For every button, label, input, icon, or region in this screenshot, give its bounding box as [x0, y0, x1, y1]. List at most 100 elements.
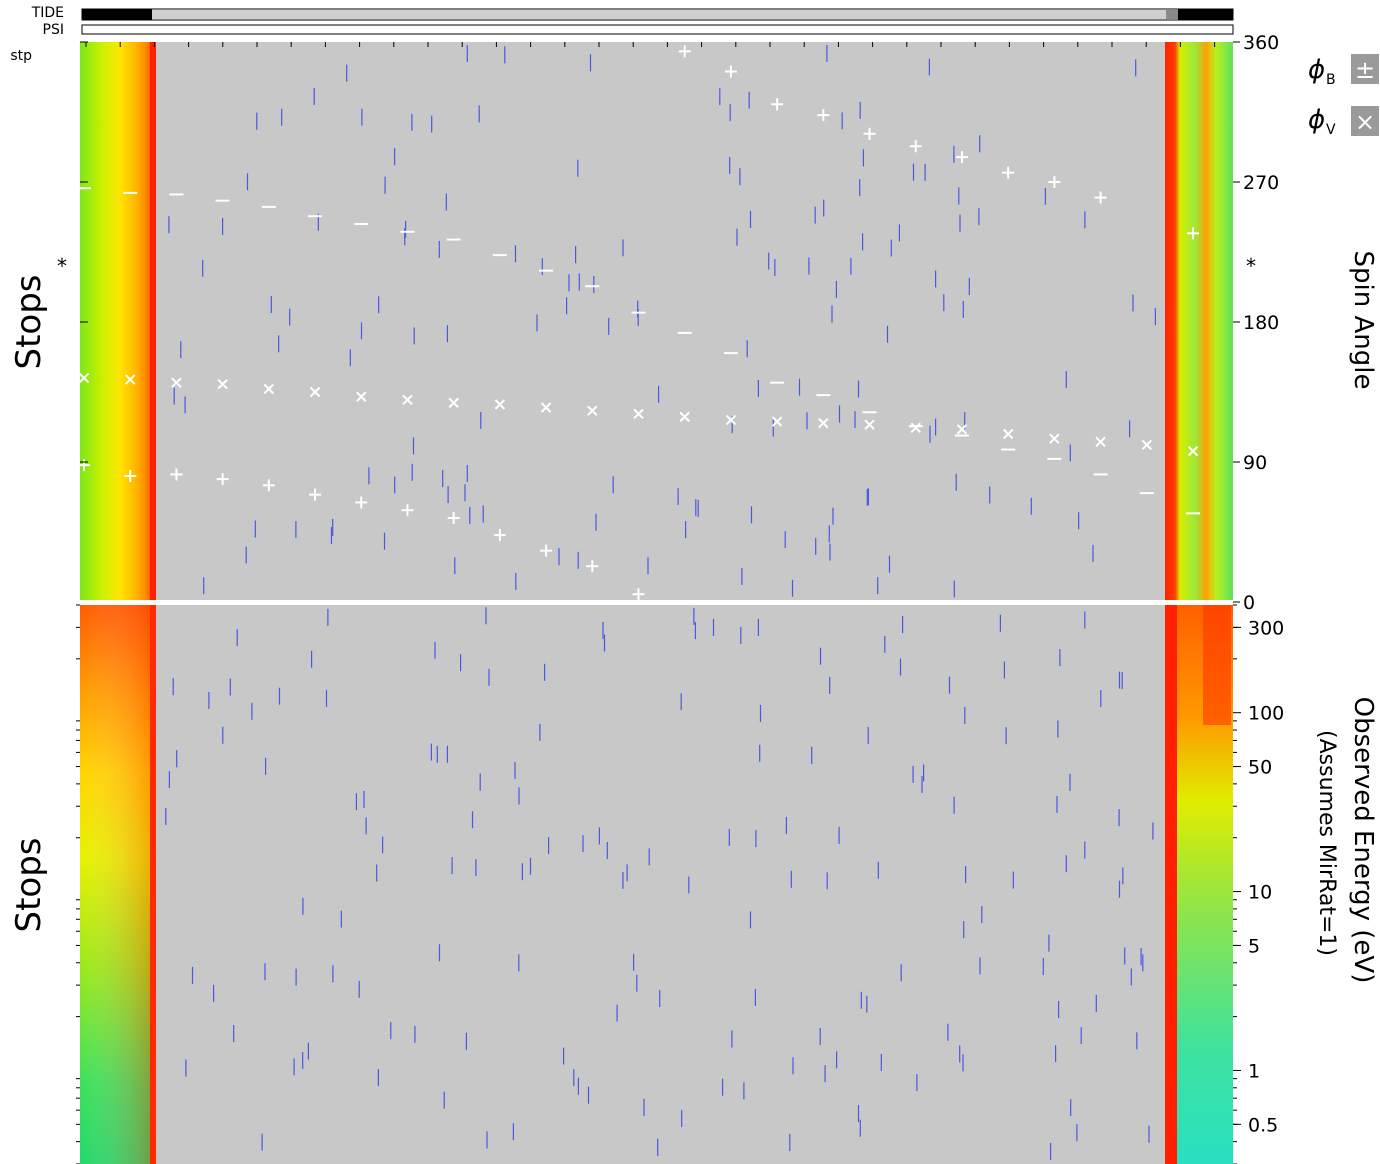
top-left-axis-label: Stops: [9, 274, 49, 369]
phi-b-plus-marker: [1002, 166, 1015, 179]
bottom-left-heat-shade: [80, 605, 152, 1164]
spin-angle-tick-label: 0: [1243, 592, 1255, 614]
phi-b-plus-marker: [401, 504, 414, 517]
legend: ϕ B ± ϕ V ×: [1308, 54, 1379, 138]
spin-angle-tick-label: 270: [1243, 172, 1279, 194]
bottom-panel-background: [80, 605, 1233, 1164]
phi-v-cross-marker: [1049, 433, 1060, 444]
phi-b-plus-marker: [447, 512, 460, 524]
phi-v-cross-marker: [633, 408, 644, 419]
phi-v-cross-marker: [1187, 445, 1199, 457]
stp-label: stp: [10, 48, 32, 64]
legend-item-phi-v: ϕ V ×: [1308, 105, 1379, 138]
energy-tick-label: 1: [1248, 1060, 1260, 1082]
phi-b-plus-marker: [262, 479, 275, 492]
phi-v-cross-marker: [910, 422, 921, 433]
phi-b-plus-marker: [1094, 191, 1107, 204]
phi-b-plus-marker: [540, 544, 553, 557]
tide-bar-right-fill: [1178, 9, 1233, 20]
phi-v-cross-marker: [587, 405, 598, 416]
phi-b-plus-marker: [493, 529, 506, 542]
phi-v-cross-marker: [771, 416, 783, 427]
phi-v-cross-marker: [679, 411, 690, 423]
bottom-blue-ticks: [165, 607, 1154, 1160]
bottom-right-axis-sublabel: (Assumes MirRat=1): [1314, 730, 1339, 956]
top-angle-markers: [77, 45, 1200, 601]
top-panel-background: [80, 42, 1233, 602]
energy-axis: 0.5 1 5 10 50 100 300: [76, 604, 1284, 1164]
legend-plus-minus-icon: ±: [1355, 56, 1375, 84]
spin-angle-tick-label: 180: [1243, 312, 1279, 334]
tide-bar-left-fill: [82, 9, 152, 20]
energy-tick-label: 5: [1248, 935, 1260, 957]
phi-b-plus-marker: [771, 98, 784, 111]
panel-separator: [80, 600, 1233, 605]
phi-b-plus-marker: [216, 473, 229, 486]
star-marker-right: *: [1246, 254, 1256, 278]
phi-v-cross-marker: [818, 417, 829, 429]
spin-angle-tick-label: 90: [1243, 452, 1267, 474]
spin-angle-axis: 0 90 180 270 360: [80, 32, 1279, 614]
phi-v-cross-marker: [864, 419, 875, 430]
star-marker-left: *: [57, 254, 67, 278]
bottom-right-axis-label: Observed Energy (eV): [1348, 697, 1378, 984]
phi-b-plus-marker: [955, 151, 968, 164]
legend-phi-b-box: [1351, 54, 1379, 84]
phi-v-cross-marker: [1141, 439, 1152, 451]
phi-v-cross-marker: [540, 402, 552, 413]
phi-v-cross-marker: [956, 424, 968, 435]
phi-v-cross-marker: [1002, 428, 1014, 440]
phi-v-cross-marker: [725, 414, 737, 426]
energy-tick-label: 100: [1248, 703, 1284, 725]
phi-v-cross-marker: [402, 394, 413, 405]
phi-v-cross-marker: [171, 377, 182, 388]
phi-v-cross-marker: [356, 391, 367, 402]
bottom-right-red-edge: [1165, 605, 1177, 1164]
phi-b-plus-marker: [355, 496, 368, 509]
phi-v-cross-marker: [263, 383, 275, 395]
energy-tick-label: 300: [1248, 617, 1284, 639]
tide-bar-gap: [1166, 10, 1178, 19]
bottom-right-hot-spot: [1203, 605, 1231, 725]
bottom-left-red-edge: [150, 605, 156, 1164]
top-left-red-edge: [150, 42, 156, 602]
legend-phi-v-sub: V: [1326, 122, 1336, 138]
top-blue-ticks: [168, 45, 1157, 598]
legend-phi-v-symbol: ϕ: [1308, 105, 1325, 135]
phi-b-plus-marker: [170, 468, 183, 481]
phi-v-cross-marker: [309, 386, 321, 398]
tide-label: TIDE: [31, 5, 64, 21]
psi-bar: [81, 24, 1234, 35]
energy-tick-label: 0.5: [1248, 1114, 1278, 1136]
legend-phi-b-sub: B: [1326, 72, 1336, 88]
psi-label: PSI: [43, 22, 64, 38]
energy-tick-label: 10: [1248, 882, 1272, 904]
legend-phi-v-box: [1351, 106, 1379, 136]
phi-b-plus-marker: [724, 65, 737, 78]
phi-b-plus-marker: [632, 588, 645, 601]
phi-b-plus-marker: [78, 459, 90, 472]
legend-item-phi-b: ϕ B ±: [1308, 54, 1379, 88]
header-bars: TIDE PSI stp: [10, 5, 1234, 64]
phi-b-plus-marker: [863, 127, 876, 140]
spin-angle-tick-label: 360: [1243, 32, 1279, 54]
phi-b-plus-marker: [1048, 176, 1061, 188]
legend-cross-icon: ×: [1355, 108, 1375, 136]
phi-b-plus-marker: [817, 109, 830, 122]
phi-v-cross-marker: [448, 397, 459, 409]
top-right-heat-band: [1165, 42, 1233, 602]
phi-v-cross-marker: [125, 374, 136, 385]
phi-v-cross-marker: [78, 372, 90, 384]
top-right-axis-label: Spin Angle: [1348, 251, 1378, 390]
legend-phi-b-symbol: ϕ: [1308, 55, 1325, 85]
phi-v-cross-marker: [1095, 436, 1106, 447]
phi-v-cross-marker: [494, 399, 506, 410]
phi-b-plus-marker: [1187, 227, 1199, 240]
phi-b-plus-marker: [309, 488, 322, 501]
tide-bar-mid-fill: [152, 10, 1166, 19]
energy-tick-label: 50: [1248, 757, 1272, 779]
phi-b-plus-marker: [678, 45, 691, 58]
phi-b-plus-marker: [909, 140, 922, 153]
phi-v-cross-marker: [217, 379, 228, 390]
